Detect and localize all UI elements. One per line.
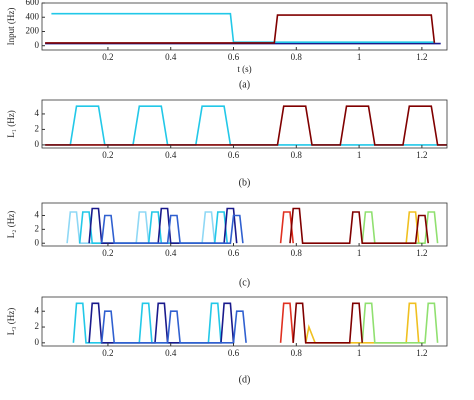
x-tick-label: 0.4 [165, 150, 177, 160]
series-line [72, 302, 222, 344]
x-tick-label: 1 [357, 348, 362, 358]
series-line [289, 207, 429, 244]
y-axis-label: L₃ (Hz) [6, 308, 16, 335]
y-tick-label: 4 [35, 210, 40, 220]
y-axis-label: Input (Hz) [6, 8, 16, 46]
y-tick-label: 600 [26, 0, 40, 7]
y-tick-label: 2 [35, 223, 40, 233]
x-tick-label: 1 [357, 150, 362, 160]
series-line [279, 302, 294, 343]
x-tick-label: 1.2 [416, 52, 427, 62]
y-tick-label: 2 [35, 123, 40, 133]
caption: (b) [239, 177, 251, 188]
x-tick-label: 0.4 [165, 348, 177, 358]
series-line [88, 302, 235, 344]
y-tick-label: 4 [35, 305, 40, 315]
axes-frame [41, 2, 448, 51]
series-line [78, 211, 228, 244]
panel: 0.2 0.4 0.6 0.8 1 1.2 0 2 4 L₁ (Hz) (b) [6, 99, 448, 188]
x-tick-label: 0.8 [291, 248, 303, 258]
x-tick-label: 0.2 [102, 52, 113, 62]
x-tick-label: 0.8 [291, 150, 303, 160]
x-tick-label: 1.2 [416, 248, 427, 258]
panel: 0.2 0.4 0.6 0.8 1 1.2 0 200 400 600 Input (Hz) t (s… [6, 0, 448, 90]
panel: 0.2 0.4 0.6 0.8 1 1.2 0 2 4 L₂ (Hz) (c) [6, 202, 448, 288]
series-line [45, 105, 447, 146]
series-line [100, 310, 247, 344]
y-axis-label: L₂ (Hz) [6, 211, 16, 238]
x-tick-label: 0.2 [102, 248, 113, 258]
y-axis-label: L₁ (Hz) [6, 110, 16, 137]
caption: (a) [239, 79, 250, 90]
series-line [100, 214, 244, 244]
series-line [45, 105, 447, 146]
y-tick-label: 0 [35, 40, 40, 50]
series-line [45, 14, 436, 44]
x-tick-label: 1 [357, 248, 362, 258]
caption: (d) [239, 374, 251, 385]
y-tick-label: 0 [35, 237, 40, 247]
x-tick-label: 1.2 [416, 150, 427, 160]
series-line [88, 207, 238, 244]
series-line [66, 211, 216, 244]
y-tick-label: 0 [35, 337, 40, 347]
series-line [51, 12, 435, 43]
x-tick-label: 0.6 [228, 52, 240, 62]
x-tick-label: 0.6 [228, 348, 240, 358]
y-tick-label: 4 [35, 108, 40, 118]
panel: 0.2 0.4 0.6 0.8 1 1.2 0 2 4 L₃ (Hz) (d) [6, 296, 448, 385]
x-tick-label: 0.6 [228, 150, 240, 160]
axes-frame [41, 202, 448, 247]
x-tick-label: 0.2 [102, 150, 113, 160]
x-tick-label: 0.4 [165, 52, 177, 62]
x-axis-label: t (s) [237, 64, 251, 74]
x-tick-label: 1.2 [416, 348, 427, 358]
x-tick-label: 0.2 [102, 348, 113, 358]
y-tick-label: 200 [26, 26, 40, 36]
x-tick-label: 0.8 [291, 52, 303, 62]
y-tick-label: 400 [26, 11, 40, 21]
y-tick-label: 2 [35, 321, 40, 331]
series-line [292, 302, 363, 344]
x-tick-label: 0.8 [291, 348, 303, 358]
x-tick-label: 1 [357, 52, 362, 62]
series-line [361, 302, 439, 344]
axes-frame [41, 296, 448, 347]
x-tick-label: 0.6 [228, 248, 240, 258]
x-tick-label: 0.4 [165, 248, 177, 258]
axes-frame [41, 99, 448, 149]
y-tick-label: 0 [35, 139, 40, 149]
caption: (c) [239, 277, 250, 288]
